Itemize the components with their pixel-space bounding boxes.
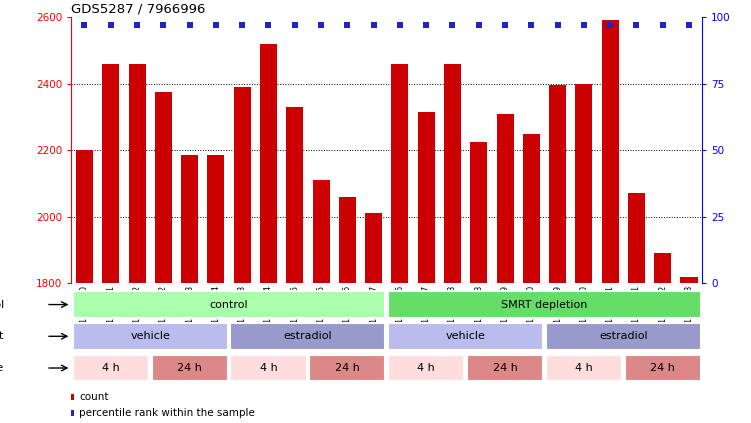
Bar xyxy=(546,354,622,382)
Text: 24 h: 24 h xyxy=(335,363,360,373)
Bar xyxy=(234,87,251,283)
Bar xyxy=(128,63,146,283)
Bar xyxy=(73,354,149,382)
Bar xyxy=(625,354,701,382)
Bar xyxy=(286,107,303,283)
Bar xyxy=(339,197,356,283)
Bar xyxy=(260,44,277,283)
Bar xyxy=(388,354,464,382)
Text: 4 h: 4 h xyxy=(418,363,435,373)
Bar xyxy=(231,323,385,349)
Bar xyxy=(152,354,228,382)
Bar xyxy=(155,92,172,283)
Text: time: time xyxy=(0,363,4,373)
Bar xyxy=(309,354,385,382)
Text: 4 h: 4 h xyxy=(260,363,277,373)
Bar xyxy=(388,323,543,349)
Bar xyxy=(76,150,93,283)
Text: count: count xyxy=(80,392,109,401)
Text: vehicle: vehicle xyxy=(445,331,486,341)
Text: SMRT depletion: SMRT depletion xyxy=(501,299,588,310)
Bar xyxy=(102,63,119,283)
Bar xyxy=(549,85,566,283)
Bar xyxy=(680,277,698,283)
Text: estradiol: estradiol xyxy=(284,331,332,341)
Bar xyxy=(388,291,701,318)
Bar xyxy=(365,214,382,283)
Bar xyxy=(546,323,701,349)
Text: 4 h: 4 h xyxy=(102,363,119,373)
Bar xyxy=(73,291,385,318)
Text: agent: agent xyxy=(0,331,4,341)
Bar xyxy=(654,253,671,283)
Bar xyxy=(418,112,435,283)
Text: vehicle: vehicle xyxy=(130,331,170,341)
Text: protocol: protocol xyxy=(0,299,4,310)
Bar xyxy=(181,155,198,283)
Text: 24 h: 24 h xyxy=(650,363,675,373)
Bar xyxy=(523,134,540,283)
Bar xyxy=(496,113,514,283)
Text: percentile rank within the sample: percentile rank within the sample xyxy=(80,408,255,418)
Bar xyxy=(444,63,461,283)
Bar xyxy=(467,354,543,382)
Bar xyxy=(628,193,645,283)
Bar xyxy=(207,155,225,283)
Text: 4 h: 4 h xyxy=(575,363,593,373)
Text: GDS5287 / 7966996: GDS5287 / 7966996 xyxy=(71,3,206,16)
Bar xyxy=(602,20,619,283)
Bar xyxy=(470,142,487,283)
Text: 24 h: 24 h xyxy=(493,363,517,373)
Bar xyxy=(73,323,228,349)
Text: estradiol: estradiol xyxy=(599,331,647,341)
Bar xyxy=(391,63,409,283)
Text: control: control xyxy=(210,299,249,310)
Bar xyxy=(231,354,306,382)
Bar xyxy=(312,180,330,283)
Text: 24 h: 24 h xyxy=(177,363,202,373)
Bar xyxy=(575,83,593,283)
